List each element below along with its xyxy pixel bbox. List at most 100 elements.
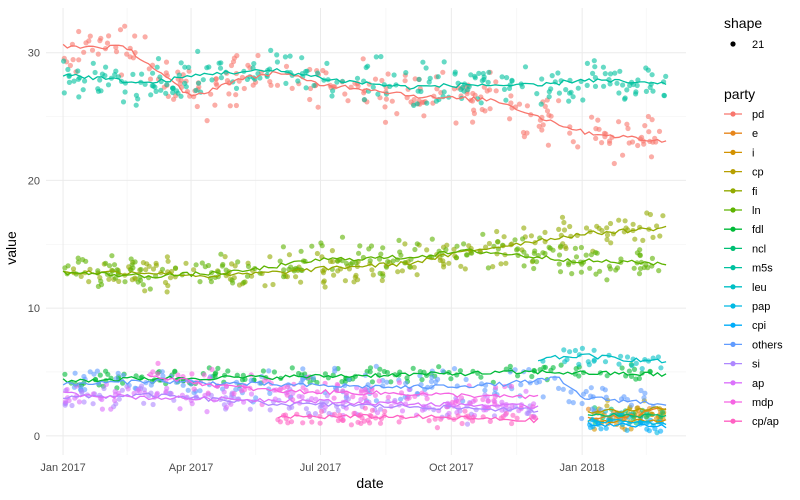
data-point <box>588 393 594 399</box>
data-point <box>592 249 599 256</box>
data-point <box>122 279 128 285</box>
data-point <box>189 371 195 377</box>
data-point <box>112 275 118 281</box>
data-point <box>235 259 241 265</box>
data-point <box>225 368 231 374</box>
data-point <box>106 33 112 39</box>
data-point <box>197 279 203 285</box>
data-point <box>546 112 552 118</box>
data-point <box>424 396 430 402</box>
y-tick-label: 20 <box>28 175 40 187</box>
data-point <box>491 398 497 404</box>
data-point <box>420 59 426 65</box>
data-point <box>424 247 430 253</box>
data-point <box>411 264 417 270</box>
data-point <box>71 78 77 84</box>
data-point <box>233 386 239 393</box>
data-point <box>458 263 464 269</box>
data-point <box>226 91 232 97</box>
legend-label-e: e <box>752 128 758 140</box>
data-point <box>493 88 499 94</box>
data-point <box>267 390 273 396</box>
data-point <box>267 79 273 85</box>
data-point <box>244 273 251 279</box>
data-point <box>578 244 585 251</box>
data-point <box>628 426 634 432</box>
data-point <box>120 99 127 105</box>
data-point <box>317 420 323 426</box>
data-point <box>332 368 338 374</box>
legend-label-ncl: ncl <box>752 243 766 255</box>
data-point <box>521 249 527 255</box>
data-point <box>536 123 542 129</box>
data-point <box>314 250 320 257</box>
legend-key-point <box>730 245 736 251</box>
data-point <box>94 368 100 374</box>
data-point <box>315 104 321 110</box>
data-point <box>589 114 595 120</box>
data-point <box>143 267 149 273</box>
legend-party-title: party <box>724 86 755 102</box>
data-point <box>624 87 630 93</box>
data-point <box>440 69 446 75</box>
data-point <box>539 127 545 133</box>
data-point <box>518 382 524 388</box>
data-point <box>508 93 514 99</box>
data-point <box>485 79 491 85</box>
trend-line-cpi <box>587 421 667 429</box>
data-point <box>159 369 165 375</box>
x-tick-label: Jan 2017 <box>40 462 85 474</box>
data-point <box>153 88 159 94</box>
data-point <box>206 376 212 382</box>
data-point <box>542 103 548 109</box>
data-point <box>534 259 540 265</box>
data-point <box>320 67 326 74</box>
data-point <box>183 260 189 266</box>
data-point <box>349 260 355 266</box>
data-point <box>419 99 425 105</box>
data-point <box>501 234 507 240</box>
data-point <box>579 400 585 407</box>
legend-label-cpi: cpi <box>752 320 766 332</box>
data-point <box>512 237 518 243</box>
data-point <box>185 387 191 393</box>
data-point <box>597 268 603 274</box>
data-point <box>281 267 287 273</box>
data-point <box>335 417 341 424</box>
data-point <box>378 406 384 412</box>
data-point <box>528 233 535 239</box>
data-point <box>390 258 396 264</box>
data-point <box>339 234 346 240</box>
data-point <box>212 373 218 379</box>
data-point <box>186 64 192 70</box>
data-point <box>570 400 576 406</box>
data-point <box>660 213 666 219</box>
data-point <box>649 72 655 78</box>
data-point <box>247 74 253 80</box>
trend-line-others <box>62 376 667 406</box>
data-point <box>139 71 145 77</box>
data-point <box>331 272 337 278</box>
data-point <box>531 265 537 272</box>
data-point <box>564 356 570 363</box>
data-point <box>385 71 391 77</box>
data-point <box>163 388 169 395</box>
data-point <box>624 121 630 127</box>
data-point <box>299 394 305 400</box>
data-point <box>355 83 361 89</box>
data-point <box>148 382 154 388</box>
data-point <box>398 396 404 402</box>
data-point <box>399 268 405 274</box>
data-point <box>163 59 170 65</box>
data-point <box>588 385 594 391</box>
data-point <box>309 396 315 402</box>
data-point <box>133 373 139 379</box>
data-point <box>381 368 387 375</box>
data-point <box>481 76 487 83</box>
data-point <box>128 267 134 273</box>
legend-shape-title: shape <box>724 15 762 31</box>
data-point <box>495 239 501 245</box>
data-point <box>659 409 666 415</box>
data-point <box>611 160 617 167</box>
data-point <box>253 395 259 401</box>
